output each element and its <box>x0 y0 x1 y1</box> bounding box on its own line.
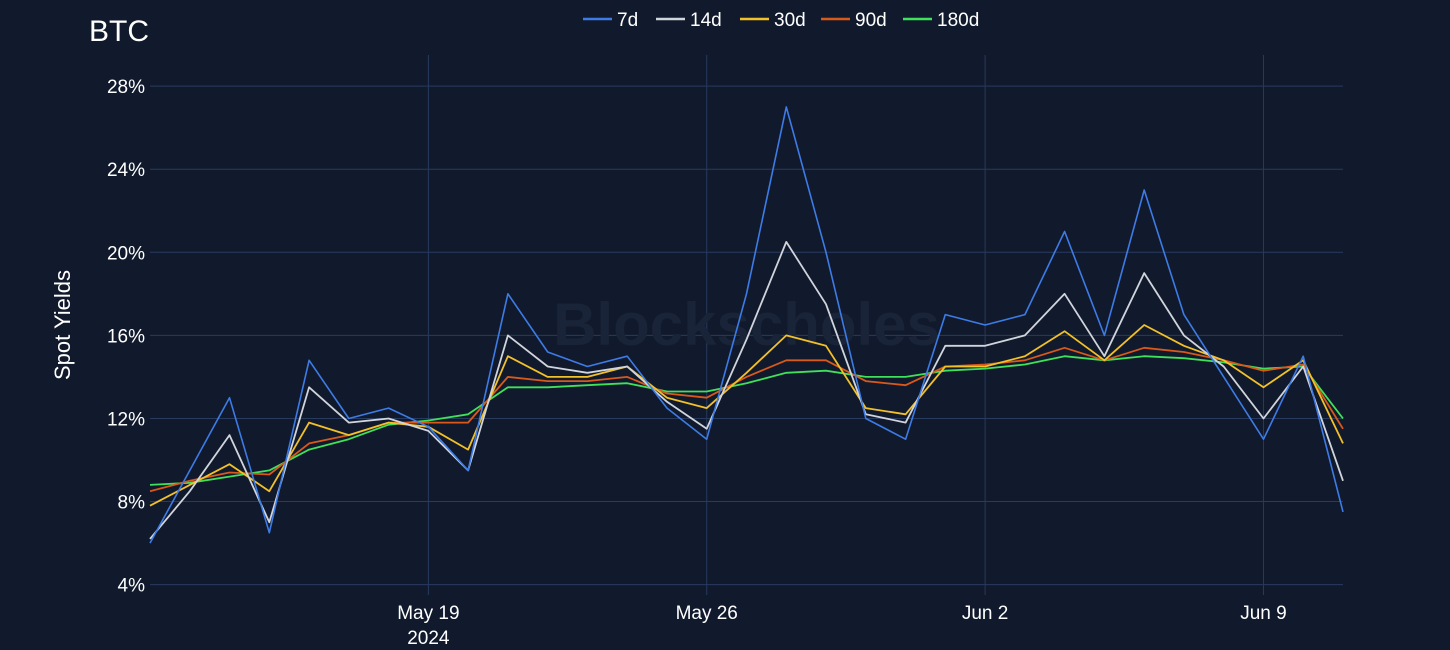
y-axis-ticks: 4% 8% 12% 16% 20% 24% 28% <box>107 77 145 596</box>
x-tick-sublabel: 2024 <box>407 628 450 649</box>
legend-item-30d[interactable]: 30d <box>740 10 806 31</box>
y-tick-label: 8% <box>118 493 146 514</box>
legend-label: 90d <box>855 10 887 31</box>
legend-label: 14d <box>690 10 722 31</box>
series-line-7d <box>149 106 1344 544</box>
watermark: Blockscholes <box>553 291 940 358</box>
legend-item-14d[interactable]: 14d <box>656 10 722 31</box>
y-tick-label: 16% <box>107 326 145 347</box>
x-axis-ticks: May 19 2024 May 26 Jun 2 Jun 9 <box>397 603 1286 649</box>
y-tick-label: 20% <box>107 243 145 264</box>
series-line-30d <box>149 324 1344 507</box>
series-line-180d <box>149 355 1344 486</box>
legend-item-7d[interactable]: 7d <box>583 10 638 31</box>
series-line-90d <box>149 346 1344 493</box>
x-tick-label: Jun 9 <box>1240 603 1286 624</box>
legend-item-90d[interactable]: 90d <box>821 10 887 31</box>
series-line-14d <box>149 240 1344 540</box>
series-layer <box>149 106 1344 544</box>
x-tick-label: Jun 2 <box>962 603 1008 624</box>
y-tick-label: 28% <box>107 77 145 98</box>
y-tick-label: 24% <box>107 160 145 181</box>
y-tick-label: 12% <box>107 409 145 430</box>
legend-label: 7d <box>617 10 638 31</box>
legend-label: 180d <box>937 10 979 31</box>
x-tick-label: May 19 <box>397 603 459 624</box>
legend[interactable]: 7d 14d 30d 90d 180d <box>583 10 979 31</box>
legend-label: 30d <box>774 10 806 31</box>
y-tick-label: 4% <box>118 576 146 597</box>
x-tick-label: May 26 <box>676 603 738 624</box>
legend-item-180d[interactable]: 180d <box>903 10 979 31</box>
y-axis-label: Spot Yields <box>50 270 75 380</box>
chart-title: BTC <box>89 15 149 48</box>
